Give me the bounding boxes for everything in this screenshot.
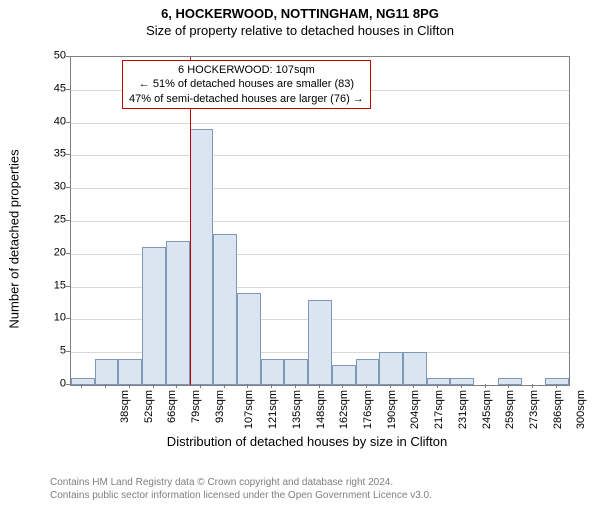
x-tick-mark bbox=[556, 384, 557, 388]
x-tick-mark bbox=[532, 384, 533, 388]
annotation-line3: 47% of semi-detached houses are larger (… bbox=[129, 93, 364, 105]
chart-sub-title: Size of property relative to detached ho… bbox=[0, 23, 600, 38]
bar bbox=[142, 247, 166, 385]
bar bbox=[95, 359, 119, 385]
x-tick-mark bbox=[485, 384, 486, 388]
x-tick-label: 135sqm bbox=[291, 390, 303, 429]
x-tick-label: 190sqm bbox=[386, 390, 398, 429]
annotation-line2: ← 51% of detached houses are smaller (83… bbox=[139, 78, 354, 90]
x-tick-mark bbox=[224, 384, 225, 388]
x-tick-mark bbox=[295, 384, 296, 388]
y-tick-label: 35 bbox=[42, 149, 66, 160]
bar bbox=[190, 129, 214, 385]
y-tick-label: 30 bbox=[42, 182, 66, 193]
bar bbox=[71, 378, 95, 385]
x-tick-label: 107sqm bbox=[244, 390, 256, 429]
bar bbox=[261, 359, 285, 385]
bar bbox=[284, 359, 308, 385]
x-tick-label: 204sqm bbox=[410, 390, 422, 429]
x-tick-mark bbox=[508, 384, 509, 388]
x-tick-label: 176sqm bbox=[362, 390, 374, 429]
x-tick-label: 300sqm bbox=[576, 390, 588, 429]
y-tick-mark bbox=[66, 154, 70, 155]
x-tick-label: 79sqm bbox=[190, 390, 202, 423]
x-tick-label: 286sqm bbox=[552, 390, 564, 429]
x-tick-mark bbox=[271, 384, 272, 388]
y-axis-label: Number of detached properties bbox=[7, 149, 22, 328]
x-tick-mark bbox=[366, 384, 367, 388]
x-tick-label: 38sqm bbox=[119, 390, 131, 423]
y-tick-mark bbox=[66, 220, 70, 221]
bar bbox=[450, 378, 474, 385]
bar bbox=[403, 352, 427, 385]
x-tick-mark bbox=[176, 384, 177, 388]
y-tick-label: 40 bbox=[42, 116, 66, 127]
y-tick-label: 25 bbox=[42, 215, 66, 226]
bar bbox=[379, 352, 403, 385]
y-tick-label: 45 bbox=[42, 83, 66, 94]
annotation-box: 6 HOCKERWOOD: 107sqm ← 51% of detached ho… bbox=[122, 60, 371, 109]
gridline bbox=[71, 123, 569, 124]
x-tick-label: 273sqm bbox=[528, 390, 540, 429]
bar bbox=[213, 234, 237, 385]
bar bbox=[308, 300, 332, 385]
x-tick-label: 162sqm bbox=[338, 390, 350, 429]
bar bbox=[237, 293, 261, 385]
x-tick-label: 66sqm bbox=[166, 390, 178, 423]
y-tick-mark bbox=[66, 286, 70, 287]
x-tick-label: 93sqm bbox=[214, 390, 226, 423]
x-tick-label: 245sqm bbox=[481, 390, 493, 429]
gridline bbox=[71, 155, 569, 156]
footer-line1: Contains HM Land Registry data © Crown c… bbox=[50, 477, 393, 488]
y-tick-label: 10 bbox=[42, 313, 66, 324]
x-tick-mark bbox=[461, 384, 462, 388]
x-tick-label: 259sqm bbox=[504, 390, 516, 429]
bar bbox=[166, 241, 190, 385]
y-tick-mark bbox=[66, 56, 70, 57]
x-tick-mark bbox=[390, 384, 391, 388]
x-tick-mark bbox=[437, 384, 438, 388]
y-tick-label: 0 bbox=[42, 379, 66, 390]
y-tick-mark bbox=[66, 351, 70, 352]
y-tick-mark bbox=[66, 384, 70, 385]
x-tick-label: 231sqm bbox=[457, 390, 469, 429]
annotation-line1: 6 HOCKERWOOD: 107sqm bbox=[178, 64, 315, 76]
x-tick-mark bbox=[342, 384, 343, 388]
x-tick-label: 121sqm bbox=[267, 390, 279, 429]
y-tick-label: 5 bbox=[42, 346, 66, 357]
x-tick-label: 52sqm bbox=[143, 390, 155, 423]
x-tick-mark bbox=[129, 384, 130, 388]
x-tick-mark bbox=[200, 384, 201, 388]
footer-line2: Contains public sector information licen… bbox=[50, 490, 432, 501]
x-tick-mark bbox=[153, 384, 154, 388]
gridline bbox=[71, 221, 569, 222]
bar bbox=[332, 365, 356, 385]
bar bbox=[545, 378, 569, 385]
y-tick-mark bbox=[66, 187, 70, 188]
y-tick-label: 50 bbox=[42, 51, 66, 62]
x-tick-mark bbox=[81, 384, 82, 388]
x-tick-mark bbox=[247, 384, 248, 388]
bar bbox=[356, 359, 380, 385]
x-axis-label: Distribution of detached houses by size … bbox=[167, 434, 447, 449]
x-tick-label: 148sqm bbox=[315, 390, 327, 429]
footer-attribution: Contains HM Land Registry data © Crown c… bbox=[50, 476, 432, 502]
x-tick-mark bbox=[319, 384, 320, 388]
x-tick-label: 217sqm bbox=[433, 390, 445, 429]
chart-container: Number of detached properties Distributi… bbox=[42, 54, 572, 424]
x-tick-mark bbox=[413, 384, 414, 388]
y-tick-label: 15 bbox=[42, 280, 66, 291]
y-tick-label: 20 bbox=[42, 247, 66, 258]
gridline bbox=[71, 188, 569, 189]
y-tick-mark bbox=[66, 89, 70, 90]
bar bbox=[498, 378, 522, 385]
chart-main-title: 6, HOCKERWOOD, NOTTINGHAM, NG11 8PG bbox=[0, 6, 600, 21]
x-tick-mark bbox=[105, 384, 106, 388]
y-tick-mark bbox=[66, 122, 70, 123]
bar bbox=[118, 359, 142, 385]
y-tick-mark bbox=[66, 253, 70, 254]
bar bbox=[427, 378, 451, 385]
y-tick-mark bbox=[66, 318, 70, 319]
